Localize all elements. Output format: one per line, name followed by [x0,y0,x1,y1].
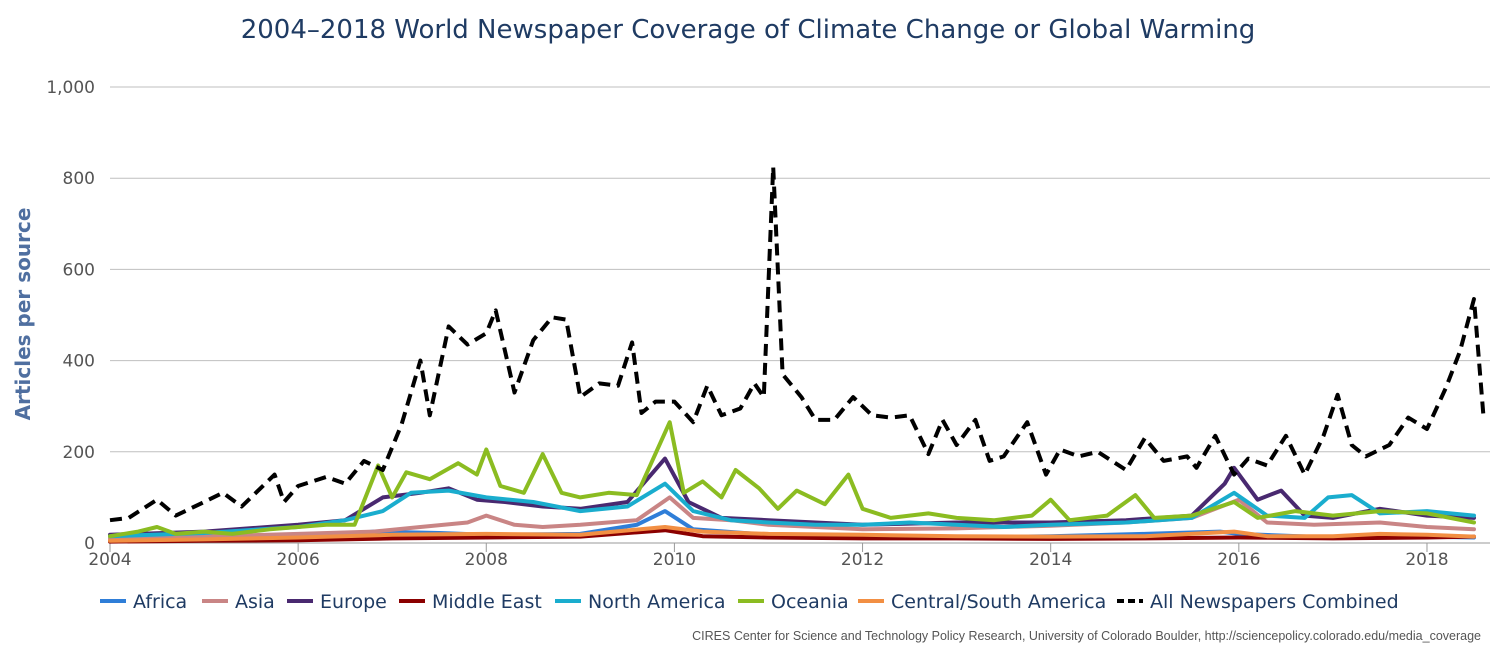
source-credit: CIRES Center for Science and Technology … [692,629,1481,643]
y-axis-label: Articles per source [11,208,35,421]
legend-label: Middle East [432,591,542,613]
series-line-all-newspapers-combined [109,164,1486,523]
x-tick-label: 2004 [88,550,131,570]
legend-item: Oceania [738,591,849,613]
legend-item: Middle East [399,591,542,613]
y-tick-label: 600 [63,260,95,280]
y-tick-label: 0 [84,534,95,554]
x-tick-label: 2010 [653,550,696,570]
series-line-central-south-america [108,525,1476,543]
y-axis-ticks: 0 200 400 600 800 1,000 [46,78,95,554]
legend-label: Asia [235,591,275,613]
chart-title: 2004–2018 World Newspaper Coverage of Cl… [241,15,1256,45]
legend-label: Europe [320,591,387,613]
y-tick-label: 200 [63,443,95,463]
y-tick-label: 400 [63,352,95,372]
x-tick-label: 2016 [1217,550,1260,570]
legend-item: All Newspapers Combined [1117,591,1399,613]
y-tick-label: 1,000 [46,78,95,98]
x-tick-label: 2012 [841,550,884,570]
legend-label: Oceania [771,591,849,613]
legend-item: Asia [202,591,275,613]
x-tick-label: 2018 [1405,550,1448,570]
series-lines [108,164,1486,544]
legend-label: Africa [133,591,187,613]
legend-label: Central/South America [891,591,1106,613]
legend: Africa Asia Europe Middle East North America… [100,591,1399,613]
legend-item: Central/South America [858,591,1106,613]
legend-label: All Newspapers Combined [1150,591,1399,613]
x-tick-label: 2014 [1029,550,1072,570]
x-tick-label: 2006 [277,550,320,570]
legend-label: North America [588,591,726,613]
x-tick-label: 2008 [465,550,508,570]
legend-item: Europe [287,591,387,613]
legend-item: Africa [100,591,187,613]
x-axis-ticks: 2004 2006 2008 2010 2012 2014 2016 2018 [88,543,1449,570]
series-line-north-america [108,481,1476,539]
series-line-oceania [108,420,1476,539]
gridlines [110,86,1490,544]
legend-item: North America [555,591,726,613]
y-tick-label: 800 [63,169,95,189]
